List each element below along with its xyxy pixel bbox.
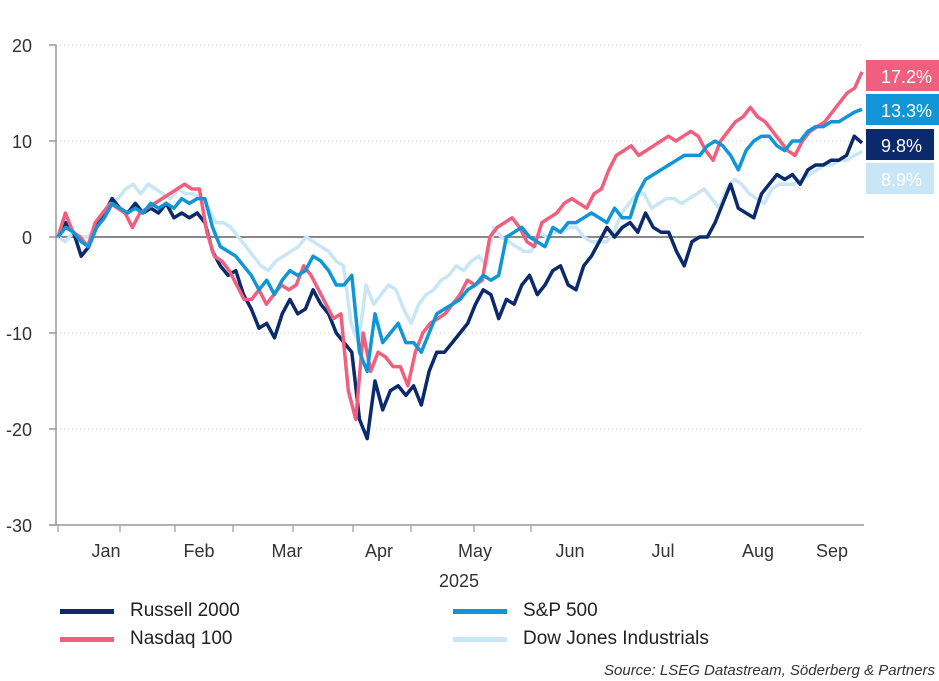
legend-label: Russell 2000 (130, 600, 240, 621)
end-label-box (866, 60, 939, 91)
x-tick-label: Mar (272, 541, 303, 561)
y-tick-label: -10 (6, 324, 32, 344)
y-axis-ticks: 20 10 0 -10 -20 -30 (6, 36, 56, 536)
end-label-nasdaq-100: 17.2% (866, 60, 939, 91)
legend-swatch (453, 608, 507, 614)
x-tick-label: Jun (555, 541, 584, 561)
series-line-nasdaq-100 (56, 71, 864, 422)
x-axis-ticks: Jan Feb Mar Apr May Jun Jul Aug Sep (57, 525, 848, 561)
x-tick-label: Aug (742, 541, 774, 561)
x-axis-title: 2025 (439, 571, 479, 591)
y-tick-label: -20 (6, 420, 32, 440)
end-labels: 17.2% 13.3% 9.8% 8.9% (866, 60, 939, 194)
series-line-s-p-500 (56, 107, 863, 374)
end-label-box (866, 94, 939, 125)
end-label-value: 13.3% (881, 101, 932, 121)
y-tick-label: 0 (22, 228, 32, 248)
x-tick-label: Apr (365, 541, 393, 561)
end-label-value: 17.2% (881, 67, 932, 87)
end-label-value: 9.8% (881, 136, 922, 156)
legend-swatch (60, 636, 114, 642)
y-tick-label: 10 (12, 132, 32, 152)
end-label-box (866, 129, 934, 160)
x-tick-label: May (458, 541, 492, 561)
end-label-russell-2000: 9.8% (866, 129, 934, 160)
legend-label: Nasdaq 100 (130, 628, 233, 649)
line-chart: 20 10 0 -10 -20 -30 Jan Feb Mar Apr May Jun Jul Aug S… (6, 36, 939, 591)
legend-item-russell-2000: Russell 2000 (60, 600, 240, 622)
axes (49, 45, 864, 526)
y-tick-label: -30 (6, 516, 32, 536)
x-tick-label: Jul (651, 541, 674, 561)
x-tick-label: Jan (91, 541, 120, 561)
legend-label: S&P 500 (523, 600, 598, 621)
source-note: Source: LSEG Datastream, Söderberg & Par… (604, 662, 935, 679)
legend-swatch (60, 608, 114, 614)
legend-item-sp-500: S&P 500 (453, 600, 598, 622)
series-line-russell-2000 (56, 134, 864, 441)
y-tick-label: 20 (12, 36, 32, 56)
end-label-value: 8.9% (881, 170, 922, 190)
gridlines (56, 44, 864, 430)
legend-label: Dow Jones Industrials (523, 628, 709, 649)
end-label-dow-jones-industrials: 8.9% (866, 163, 934, 194)
end-label-s-p-500: 13.3% (866, 94, 939, 125)
legend: Russell 2000 S&P 500 Nasdaq 100 Dow Jone… (60, 600, 880, 656)
series-lines (56, 71, 864, 441)
legend-item-nasdaq-100: Nasdaq 100 (60, 628, 232, 650)
legend-item-dow-jones: Dow Jones Industrials (453, 628, 709, 650)
x-tick-label: Sep (816, 541, 848, 561)
end-label-box (866, 163, 934, 194)
legend-swatch (453, 636, 507, 642)
series-line-dow-jones-industrials (57, 150, 863, 345)
x-tick-label: Feb (183, 541, 214, 561)
